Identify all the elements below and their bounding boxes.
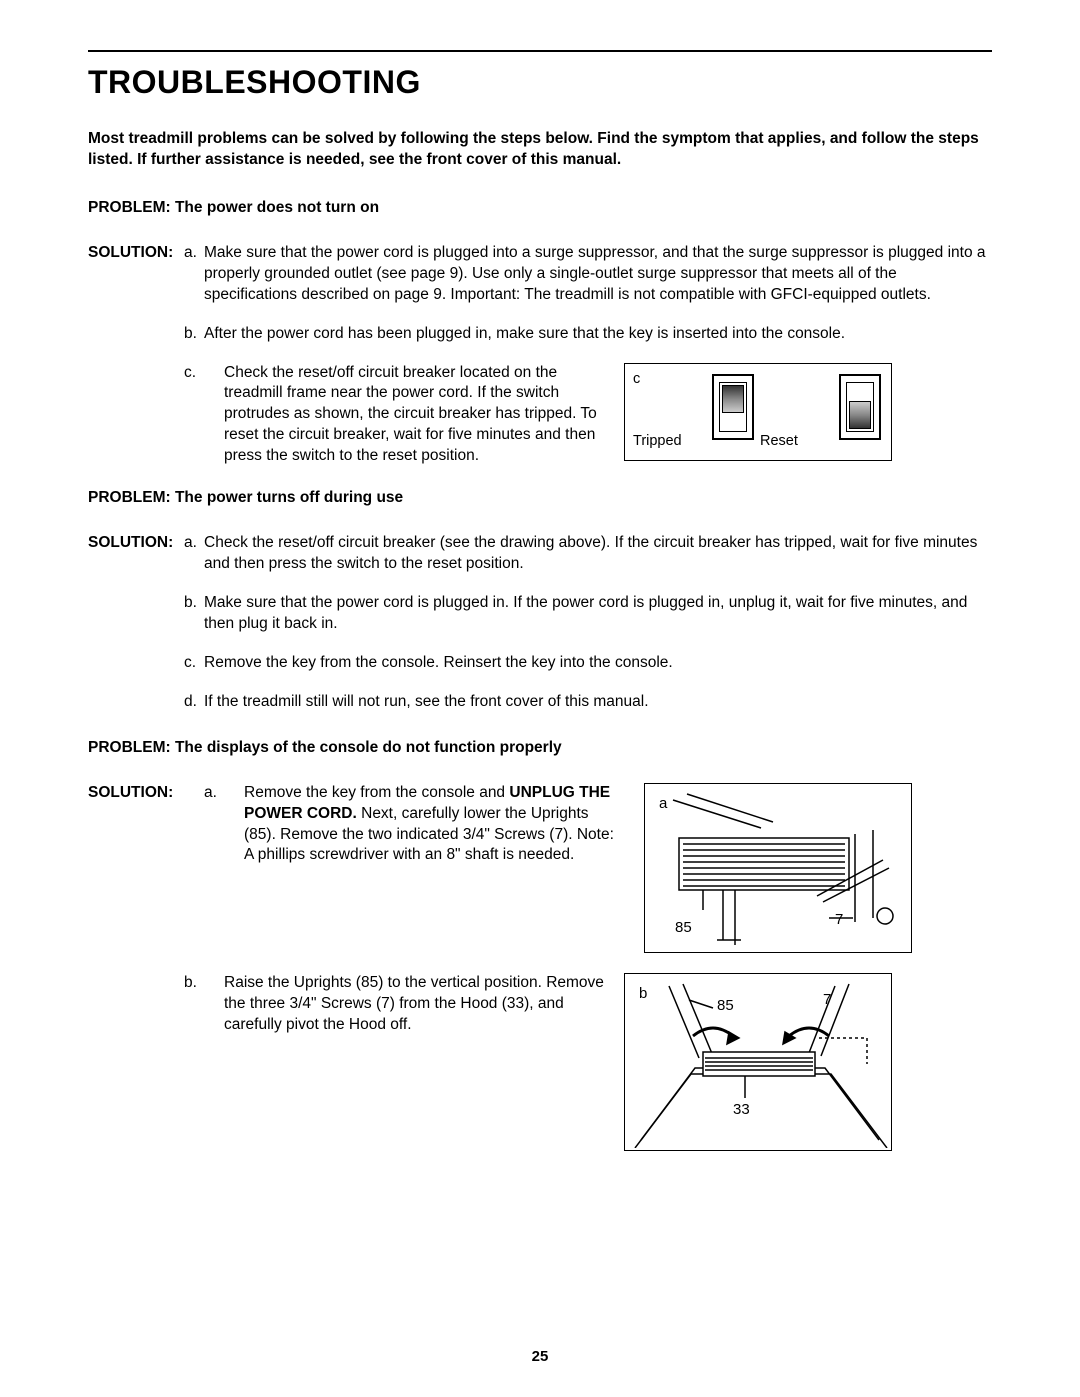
solution-label: SOLUTION: <box>88 783 184 804</box>
fig-b-letter: b <box>639 985 647 1002</box>
item-text: Remove the key from the console. Reinser… <box>204 653 992 674</box>
item-letter: b. <box>184 593 204 635</box>
tripped-label: Tripped <box>633 432 706 452</box>
item-text: Make sure that the power cord is plugged… <box>204 243 992 306</box>
p1-sol-c: c. Check the reset/off circuit breaker l… <box>88 363 992 468</box>
item-letter: b. <box>184 324 204 345</box>
fig-c-letter: c <box>633 370 706 390</box>
breaker-reset-icon <box>839 374 881 440</box>
p3-sol-b: b. Raise the Uprights (85) to the vertic… <box>88 973 992 1151</box>
label-7: 7 <box>823 991 831 1008</box>
fig-a-letter: a <box>659 795 668 812</box>
label-33: 33 <box>733 1101 750 1118</box>
figure-c: c Tripped Reset <box>624 363 892 461</box>
solution-label: SOLUTION: <box>88 533 184 575</box>
treadmill-upright-icon: a 85 7 <box>653 790 909 950</box>
item-text: Raise the Uprights (85) to the vertical … <box>224 973 604 1036</box>
p2-sol-d: d. If the treadmill still will not run, … <box>88 692 992 713</box>
figure-a: a 85 7 <box>644 783 912 953</box>
reset-label: Reset <box>760 432 833 452</box>
treadmill-hood-icon: b 85 7 33 <box>633 980 889 1148</box>
problem-1-label: PROBLEM: The power does not turn on <box>88 199 992 217</box>
figure-b: b 85 7 33 <box>624 973 892 1151</box>
page-number: 25 <box>532 1348 549 1365</box>
item-text: If the treadmill still will not run, see… <box>204 692 992 713</box>
item-text: Check the reset/off circuit breaker (see… <box>204 533 992 575</box>
problem-2: PROBLEM: The power turns off during use … <box>88 489 992 713</box>
item-text: Make sure that the power cord is plugged… <box>204 593 992 635</box>
problem-3-label: PROBLEM: The displays of the console do … <box>88 739 992 757</box>
intro-text: Most treadmill problems can be solved by… <box>88 129 992 171</box>
label-85: 85 <box>675 919 692 936</box>
item-letter: a. <box>204 783 224 804</box>
label-85: 85 <box>717 997 734 1014</box>
problem-2-label: PROBLEM: The power turns off during use <box>88 489 992 507</box>
p1-sol-b: b. After the power cord has been plugged… <box>88 324 992 345</box>
p3-sol-a: SOLUTION: a. Remove the key from the con… <box>88 783 992 953</box>
t: Remove the key from the console and <box>244 784 509 801</box>
item-text: Check the reset/off circuit breaker loca… <box>224 363 604 468</box>
item-letter: c. <box>184 653 204 674</box>
item-letter: c. <box>184 363 204 384</box>
problem-3: PROBLEM: The displays of the console do … <box>88 739 992 1151</box>
breaker-tripped-icon <box>712 374 754 440</box>
label-7: 7 <box>835 911 843 928</box>
top-rule <box>88 50 992 52</box>
p2-sol-a: SOLUTION: a. Check the reset/off circuit… <box>88 533 992 575</box>
item-letter: d. <box>184 692 204 713</box>
item-letter: a. <box>184 533 204 575</box>
p2-sol-b: b. Make sure that the power cord is plug… <box>88 593 992 635</box>
p1-sol-a: SOLUTION: a. Make sure that the power co… <box>88 243 992 306</box>
item-text: After the power cord has been plugged in… <box>204 324 992 345</box>
item-text: Remove the key from the console and UNPL… <box>244 783 624 867</box>
p2-sol-c: c. Remove the key from the console. Rein… <box>88 653 992 674</box>
item-letter: a. <box>184 243 204 306</box>
problem-1: PROBLEM: The power does not turn on SOLU… <box>88 199 992 467</box>
page-title: TROUBLESHOOTING <box>88 64 992 101</box>
item-letter: b. <box>184 973 204 994</box>
solution-label: SOLUTION: <box>88 243 184 306</box>
